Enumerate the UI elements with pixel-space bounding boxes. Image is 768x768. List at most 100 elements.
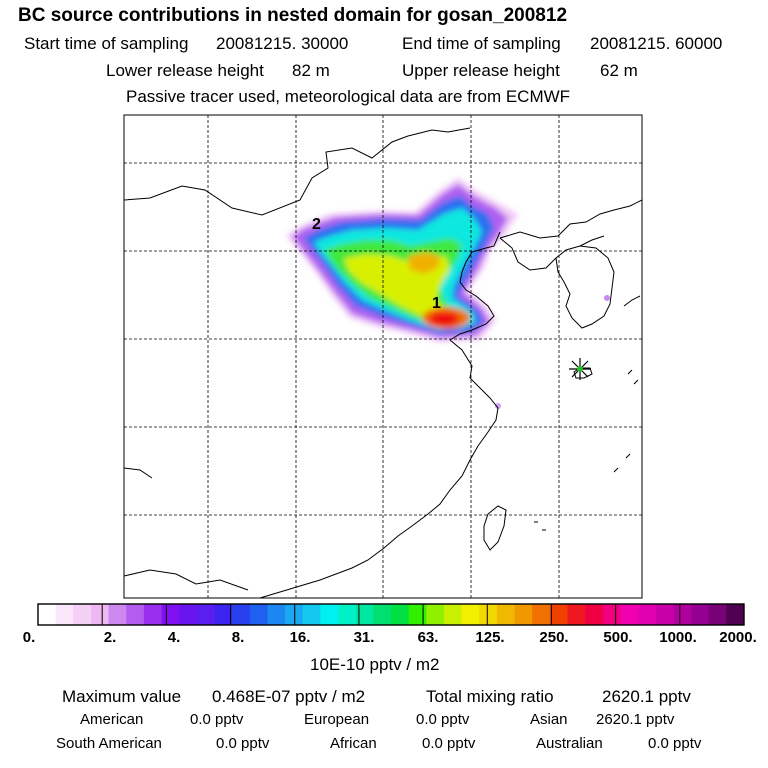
colorbar-tick: 31. [353,629,375,646]
region-value-south-american: 0.0 pptv [216,735,270,752]
map-area [124,115,642,598]
colorbar-swatch [726,604,745,625]
colorbar-tick: 2000. [719,629,757,646]
region-name-american: American [80,711,144,728]
colorbar-swatch [496,604,515,625]
colorbar-swatch [73,604,92,625]
end-time-label: End time of sampling [402,34,561,53]
colorbar-swatch [214,604,233,625]
colorbar-swatch [585,604,604,625]
china-east-coast [259,339,499,598]
colorbar-swatch [38,604,56,625]
region-value-american: 0.0 pptv [190,711,244,728]
colorbar-tick: 8. [231,629,245,646]
colorbar-swatch [338,604,356,625]
korea-korea-border [579,235,605,247]
colorbar-swatch [373,604,392,625]
colorbar-frame [37,603,745,626]
tracer-note: Passive tracer used, meteorological data… [126,87,571,106]
colorbar-swatch [232,604,251,625]
inner-border-south [124,569,249,591]
colorbar-swatch [549,604,568,625]
colorbar-swatch [249,604,268,625]
region-value-european: 0.0 pptv [416,711,470,728]
colorbar-swatch [285,604,304,625]
colorbar-swatch [302,604,321,625]
region-name-asian: Asian [530,711,568,728]
colorbar-swatch [55,604,74,625]
inner-border-west [124,467,153,479]
colorbar [38,604,745,625]
korea-peninsula [555,245,615,329]
plume-hotspot-red [429,312,459,326]
total-mixing-label: Total mixing ratio [426,687,554,706]
plume-patch-korea [604,295,610,301]
region-value-australian: 0.0 pptv [648,735,702,752]
start-time-label: Start time of sampling [24,34,189,53]
japan-fragment [623,295,641,307]
liaodong-coast [499,237,557,271]
colorbar-swatch [161,604,180,625]
colorbar-swatch [355,604,374,625]
colorbar-swatch [638,604,657,625]
colorbar-swatch [443,604,462,625]
ryukyu-islands [534,369,639,531]
plume-layer-orange [408,252,440,274]
bohai-coast [449,231,501,341]
colorbar-swatch [426,604,445,625]
colorbar-swatch [655,604,674,625]
border-north [124,127,471,216]
colorbar-swatch [90,604,109,625]
colorbar-unit: 10E-10 pptv / m2 [310,655,440,674]
colorbar-swatch [708,604,727,625]
region-name-african: African [330,735,377,752]
colorbar-tick: 0. [22,629,36,646]
colorbar-swatch [108,604,127,625]
colorbar-swatch [673,604,692,625]
colorbar-swatch [320,604,339,625]
colorbar-tick: 2. [103,629,117,646]
region-value-african: 0.0 pptv [422,735,476,752]
lower-height-label: Lower release height [106,61,264,80]
map-frame [123,114,643,599]
receptor-star-icon [569,358,591,380]
region-name-south-american: South American [56,735,162,752]
upper-height-value: 62 m [600,61,638,80]
colorbar-tick: 4. [167,629,181,646]
total-mixing-value: 2620.1 pptv [602,687,691,706]
max-value-label: Maximum value [62,687,182,706]
colorbar-swatch [391,604,409,625]
colorbar-tick: 16. [289,629,311,646]
plot-title: BC source contributions in nested domain… [18,5,568,26]
colorbar-swatch [532,604,551,625]
colorbar-swatch [691,604,709,625]
colorbar-swatch [620,604,639,625]
colorbar-swatch [602,604,621,625]
region-name-australian: Australian [536,735,603,752]
colorbar-swatch [143,604,162,625]
region-value-asian: 2620.1 pptv [596,711,675,728]
colorbar-swatch [514,604,533,625]
colorbar-swatch [196,604,215,625]
source-label-1: 1 [432,295,441,312]
end-time-value: 20081215. 60000 [590,34,723,53]
colorbar-swatch [567,604,586,625]
source-label-2: 2 [312,216,321,233]
colorbar-swatch [408,604,427,625]
colorbar-swatch [479,604,498,625]
colorbar-tick: 250. [539,629,569,646]
region-name-european: European [304,711,370,728]
border-ne [499,199,642,239]
colorbar-swatch [461,604,480,625]
concentration-plume [286,178,518,342]
colorbar-tick: 125. [475,629,505,646]
plume-patch-south [495,403,501,409]
colorbar-swatch [126,604,145,625]
colorbar-tick: 500. [603,629,633,646]
upper-height-label: Upper release height [402,61,560,80]
colorbar-swatch [179,604,198,625]
lower-height-value: 82 m [292,61,330,80]
grid [124,115,642,598]
taiwan [483,505,507,551]
